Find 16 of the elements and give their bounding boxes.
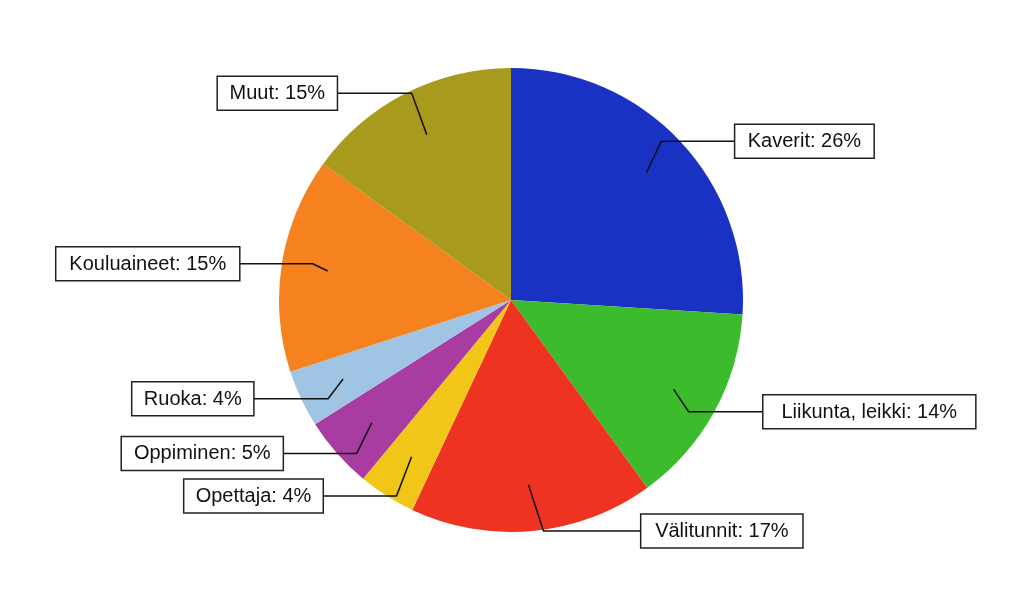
- pie-slice: [511, 68, 743, 315]
- slice-label: Ruoka: 4%: [143, 386, 242, 409]
- pie-slice: [279, 163, 511, 372]
- slice-label: Kouluaineet: 15%: [69, 251, 227, 274]
- pie-slice: [511, 300, 743, 488]
- pie-slice: [323, 68, 511, 300]
- slice-label: Oppiminen: 5%: [133, 441, 271, 464]
- slice-label: Kaverit: 26%: [747, 129, 862, 152]
- slice-label: Opettaja: 4%: [195, 483, 312, 506]
- pie-slice: [412, 300, 648, 532]
- pie-slice: [363, 300, 511, 510]
- pie-slice: [290, 300, 511, 425]
- slice-label: Liikunta, leikki: 14%: [781, 399, 958, 422]
- slice-label: Muut: 15%: [229, 81, 326, 104]
- slice-label: Välitunnit: 17%: [655, 518, 789, 541]
- pie-slice: [315, 300, 511, 479]
